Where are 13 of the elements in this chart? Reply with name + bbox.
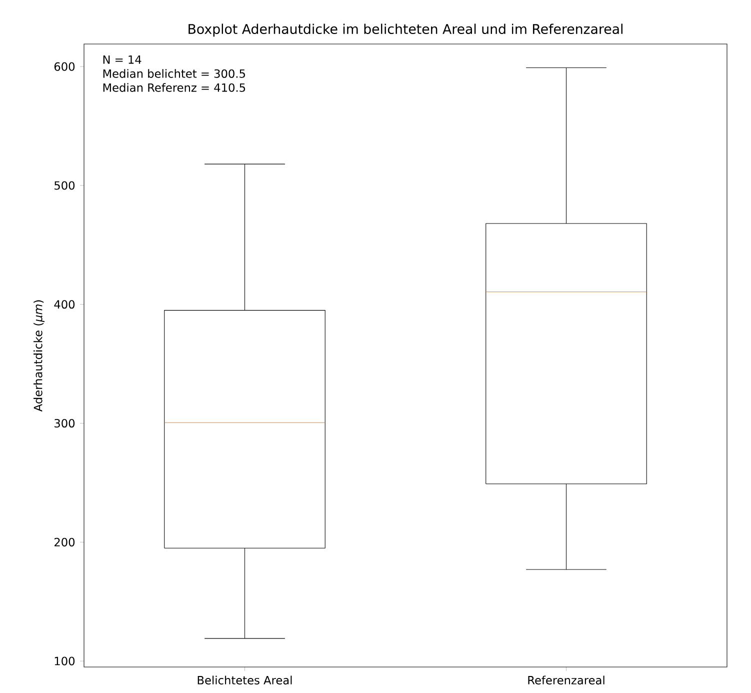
chart-title: Boxplot Aderhautdicke im belichteten Areal und im Referenzareal (188, 24, 622, 37)
x-tick-label: Belichtetes Areal (198, 676, 292, 684)
y-tick-label: 200 (54, 538, 75, 546)
annotation: Median belichtet = 300.5 (103, 69, 245, 78)
y-tick-label: 600 (54, 62, 75, 71)
y-tick-label: 100 (54, 656, 75, 666)
y-tick-label: 400 (54, 300, 75, 309)
y-tick-label: 300 (54, 418, 75, 428)
annotation: Median Referenz = 410.5 (103, 83, 246, 92)
y-axis-title: Aderhautdicke (μm) (34, 300, 45, 412)
annotation: N = 14 (103, 55, 142, 64)
x-tick-label: Referenzareal (528, 676, 604, 684)
y-tick-label: 500 (54, 181, 75, 190)
